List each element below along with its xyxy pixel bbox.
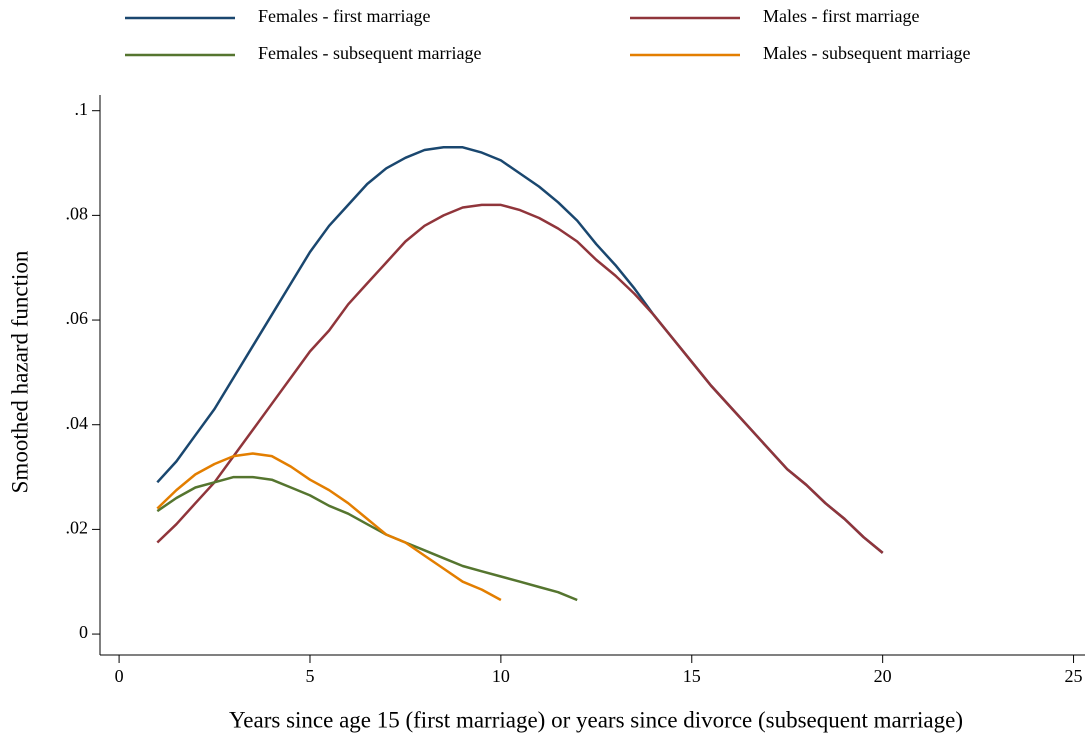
y-tick-label: .06 [66, 308, 89, 328]
legend-label: Females - first marriage [258, 6, 430, 26]
x-tick-label: 20 [874, 666, 892, 686]
series-line [156, 146, 884, 554]
series-line [156, 452, 502, 602]
legend-label: Males - first marriage [763, 6, 919, 26]
series-line [156, 475, 578, 602]
y-tick-label: .02 [66, 518, 89, 538]
x-tick-label: 0 [115, 666, 124, 686]
y-tick-label: .08 [66, 203, 89, 223]
series-line [156, 203, 884, 554]
y-tick-label: 0 [79, 622, 88, 642]
legend-label: Males - subsequent marriage [763, 43, 970, 63]
y-tick-label: .04 [66, 413, 89, 433]
x-tick-label: 10 [492, 666, 510, 686]
x-tick-label: 5 [305, 666, 314, 686]
y-tick-label: .1 [75, 99, 89, 119]
legend-label: Females - subsequent marriage [258, 43, 481, 63]
x-tick-label: 25 [1065, 666, 1083, 686]
x-tick-label: 15 [683, 666, 701, 686]
y-axis-title: Smoothed hazard function [7, 250, 32, 493]
x-axis-title: Years since age 15 (first marriage) or y… [229, 707, 963, 732]
